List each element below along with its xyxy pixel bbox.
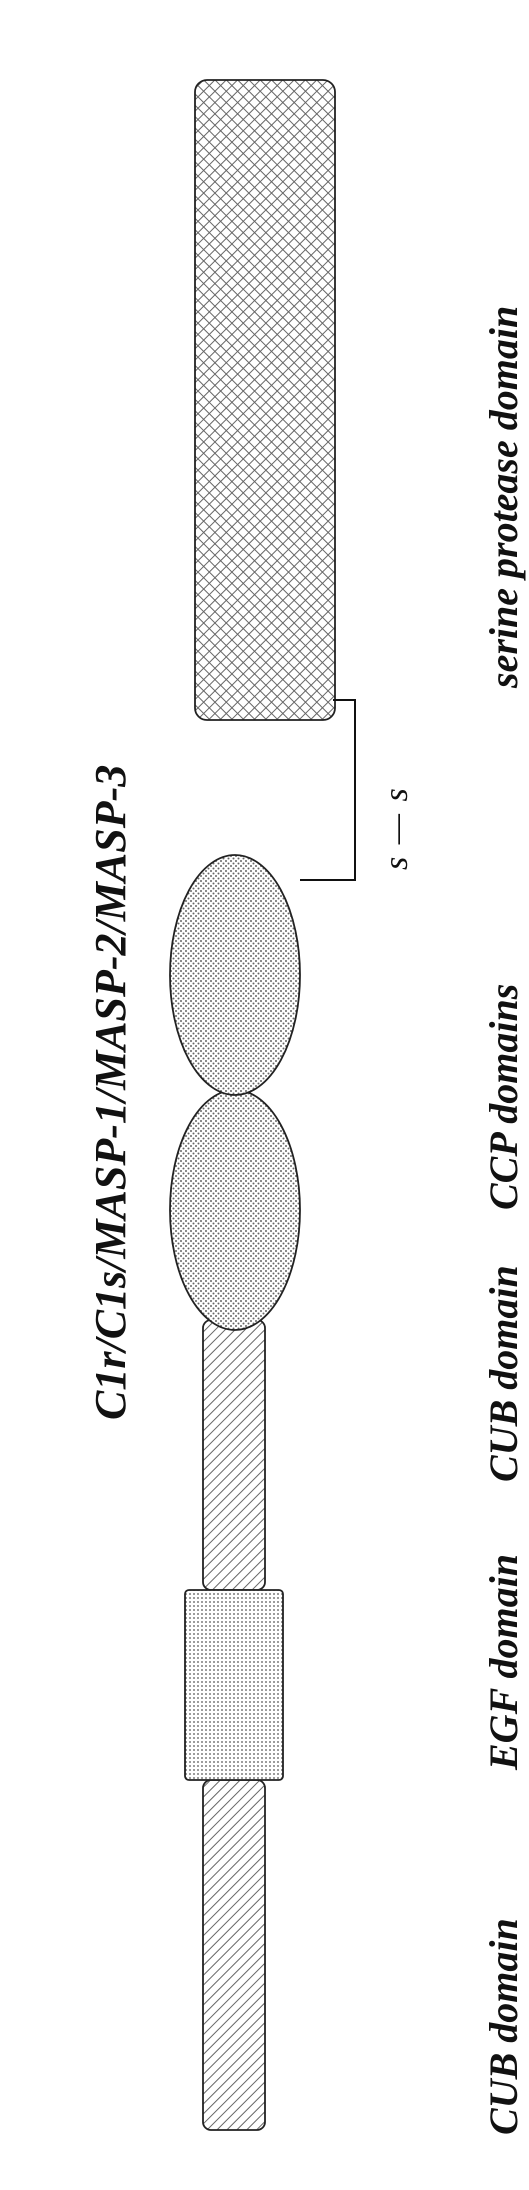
- serine-protease-domain: [195, 80, 335, 720]
- cub-domain-2: [203, 1320, 265, 1590]
- diagram-stage: C1r/C1s/MASP-1/MASP-2/MASP-3 s — s CUB d…: [0, 0, 529, 2190]
- ccp-domain-1: [170, 1090, 300, 1330]
- cub-domain-1: [203, 1780, 265, 2130]
- label-egf: EGF domain: [480, 1554, 527, 1770]
- figure-title: C1r/C1s/MASP-1/MASP-2/MASP-3: [85, 765, 136, 1420]
- egf-domain: [185, 1590, 283, 1780]
- disulfide-bracket: [300, 700, 355, 880]
- label-cub2: CUB domain: [480, 1265, 527, 1482]
- label-cub1: CUB domain: [480, 1918, 527, 2135]
- diagram-svg: [0, 0, 529, 2190]
- ccp-domain-2: [170, 855, 300, 1095]
- label-sp: serine protease domain: [480, 306, 527, 688]
- disulfide-label: s — s: [378, 786, 416, 870]
- label-ccp: CCP domains: [480, 984, 527, 1210]
